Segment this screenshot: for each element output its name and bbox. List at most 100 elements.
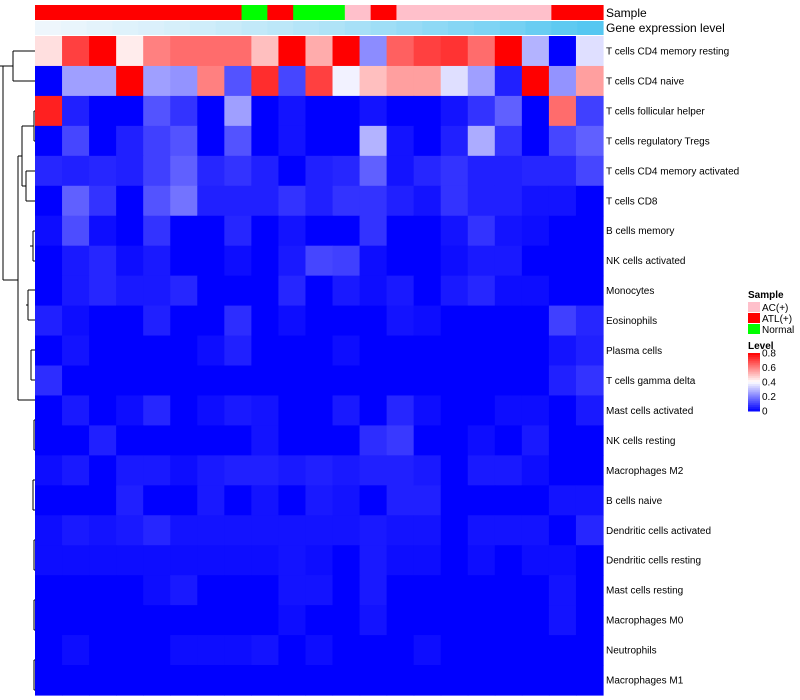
- sample-legend-label: AC(+): [762, 303, 788, 314]
- heatmap-cell: [197, 155, 225, 187]
- heatmap-cell: [413, 455, 442, 486]
- heatmap-cell: [467, 245, 496, 277]
- heatmap-cell: [116, 245, 144, 277]
- heatmap-cell: [116, 545, 144, 576]
- heatmap-cell: [494, 36, 523, 67]
- sample-annotation-cell: [138, 5, 165, 20]
- heatmap-cell: [89, 215, 117, 247]
- heatmap-cell: [521, 545, 550, 576]
- heatmap-cell: [359, 95, 388, 127]
- heatmap-cell: [548, 125, 577, 157]
- heatmap-cell: [467, 455, 496, 486]
- heatmap-cell: [521, 365, 550, 397]
- heatmap-cell: [116, 575, 144, 606]
- heatmap-cell: [197, 215, 225, 247]
- heatmap-cell: [62, 425, 90, 456]
- heatmap-cell: [494, 155, 523, 187]
- heatmap-cell: [305, 545, 334, 576]
- heatmap-cell: [143, 95, 171, 127]
- heatmap-cell: [305, 665, 334, 696]
- heatmap-cell: [359, 305, 388, 337]
- heatmap-cell: [467, 365, 496, 397]
- heatmap-cell: [251, 155, 280, 187]
- heatmap-cell: [413, 665, 442, 696]
- heatmap-cell: [440, 305, 469, 337]
- heatmap-cell: [89, 485, 117, 516]
- heatmap-cell: [197, 575, 225, 606]
- heatmap-cell: [170, 245, 198, 277]
- heatmap-cell: [305, 455, 334, 486]
- expression-annotation-cell: [241, 21, 268, 35]
- heatmap-cell: [467, 665, 496, 696]
- heatmap-cell: [278, 455, 307, 486]
- heatmap-cell: [548, 545, 577, 576]
- heatmap-cell: [89, 395, 117, 427]
- sample-annotation-cell: [344, 5, 372, 20]
- heatmap-cell: [494, 95, 523, 127]
- heatmap-cell: [170, 665, 198, 696]
- heatmap-cell: [548, 635, 577, 666]
- heatmap-cell: [89, 65, 117, 97]
- heatmap-cell: [62, 125, 90, 157]
- heatmap-cell: [386, 665, 415, 696]
- heatmap-cell: [359, 485, 388, 516]
- heatmap-cell: [170, 95, 198, 127]
- sample-annotation-cell: [551, 5, 578, 20]
- heatmap-cell: [170, 635, 198, 666]
- heatmap-cell: [224, 335, 252, 367]
- heatmap-cell: [224, 365, 252, 397]
- sample-annotation-cell: [164, 5, 191, 20]
- heatmap-cell: [521, 36, 550, 67]
- heatmap-cell: [116, 305, 144, 337]
- heatmap-cell: [278, 425, 307, 456]
- heatmap-cell: [278, 335, 307, 367]
- heatmap-cell: [386, 425, 415, 456]
- heatmap-cell: [575, 545, 604, 576]
- heatmap-cell: [494, 125, 523, 157]
- heatmap-cell: [359, 335, 388, 367]
- heatmap-cell: [170, 65, 198, 97]
- heatmap-cell: [359, 635, 388, 666]
- level-legend-gradient-step: [748, 368, 760, 371]
- heatmap-cell: [548, 95, 577, 127]
- heatmap-cell: [143, 455, 171, 486]
- heatmap-cell: [251, 455, 280, 486]
- heatmap-cell: [332, 65, 361, 97]
- heatmap-cell: [386, 95, 415, 127]
- heatmap-cell: [278, 275, 307, 307]
- level-legend-gradient-step: [748, 354, 760, 358]
- heatmap-cell: [170, 545, 198, 576]
- heatmap-cell: [89, 335, 117, 367]
- level-legend-tick: 0.2: [762, 392, 776, 403]
- heatmap-cell: [251, 575, 280, 606]
- heatmap-cell: [575, 95, 604, 127]
- heatmap-cell: [521, 335, 550, 367]
- heatmap-cell: [143, 335, 171, 367]
- sample-annotation-cell: [112, 5, 139, 20]
- heatmap-cell: [386, 125, 415, 157]
- heatmap-cell: [440, 395, 469, 427]
- level-legend-gradient-step: [748, 391, 760, 395]
- heatmap-cell: [413, 95, 442, 127]
- sample-annotation-cell: [86, 5, 114, 20]
- heatmap-cell: [170, 485, 198, 516]
- heatmap-cell: [116, 665, 144, 696]
- heatmap-cell: [62, 305, 90, 337]
- heatmap-cell: [467, 275, 496, 307]
- heatmap-cell: [89, 245, 117, 277]
- heatmap-cell: [170, 455, 198, 486]
- heatmap-cell: [89, 665, 117, 696]
- heatmap-cell: [197, 125, 225, 157]
- row-label: Mast cells resting: [606, 586, 683, 597]
- heatmap-cell: [62, 365, 90, 397]
- heatmap-cell: [62, 95, 90, 127]
- heatmap-cell: [197, 665, 225, 696]
- heatmap-cell: [440, 635, 469, 666]
- heatmap-cell: [440, 425, 469, 456]
- heatmap-cell: [278, 125, 307, 157]
- heatmap-cell: [143, 425, 171, 456]
- column-annotations: [35, 5, 604, 35]
- expression-annotation-cell: [215, 21, 243, 35]
- heatmap-cell: [575, 335, 604, 367]
- heatmap-cell: [116, 425, 144, 456]
